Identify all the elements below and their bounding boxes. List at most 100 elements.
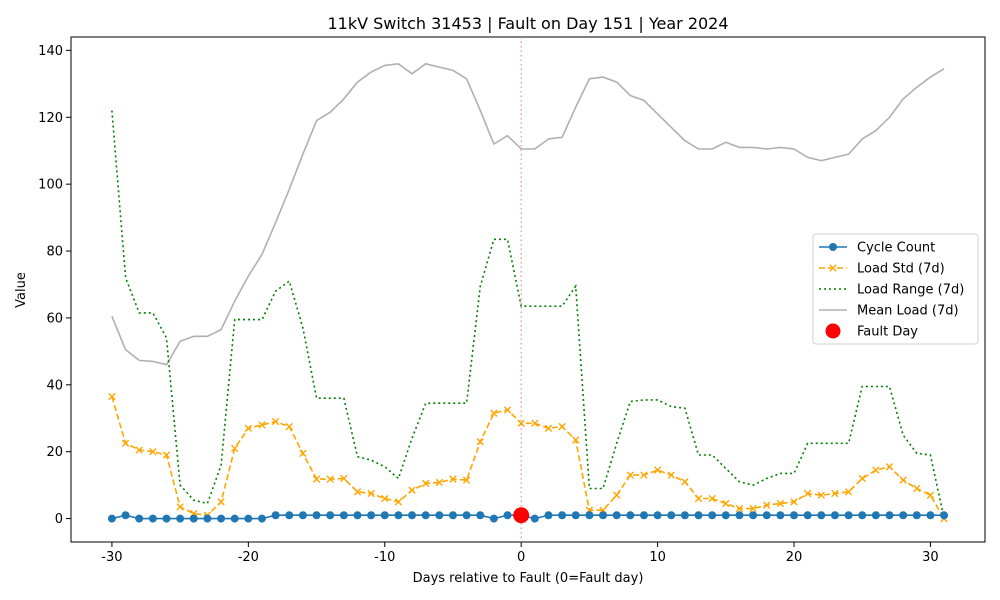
point-load-std-7d xyxy=(640,471,648,479)
point-load-std-7d xyxy=(421,479,430,488)
point-cycle-count xyxy=(435,511,444,520)
point-cycle-count xyxy=(476,511,485,520)
point-cycle-count xyxy=(940,511,949,520)
point-load-std-7d xyxy=(408,486,416,494)
x-axis-label: Days relative to Fault (0=Fault day) xyxy=(413,571,644,586)
point-load-std-7d xyxy=(244,424,253,432)
point-load-std-7d xyxy=(558,422,566,431)
point-load-std-7d xyxy=(885,463,894,471)
point-load-std-7d xyxy=(872,466,880,474)
point-cycle-count xyxy=(749,511,758,520)
x-tick-label: 20 xyxy=(786,550,803,565)
point-load-std-7d xyxy=(831,489,839,498)
point-load-std-7d xyxy=(667,471,675,479)
x-tick-label: -10 xyxy=(374,550,395,565)
point-cycle-count xyxy=(107,514,116,523)
point-cycle-count xyxy=(612,511,621,520)
y-tick-label: 140 xyxy=(38,44,63,59)
point-cycle-count xyxy=(599,511,608,520)
point-load-std-7d xyxy=(763,501,771,509)
point-cycle-count xyxy=(380,511,389,520)
series-line-load-range-7d xyxy=(111,110,945,519)
x-tick-label: -20 xyxy=(238,550,259,565)
point-cycle-count xyxy=(489,514,498,523)
point-cycle-count xyxy=(735,511,744,520)
point-cycle-count xyxy=(203,514,212,523)
point-cycle-count xyxy=(217,514,226,523)
point-load-std-7d xyxy=(531,419,539,427)
point-load-std-7d xyxy=(353,488,362,496)
legend-marker-fault-day xyxy=(825,323,841,339)
point-cycle-count xyxy=(585,511,594,520)
point-load-std-7d xyxy=(817,491,825,499)
point-cycle-count xyxy=(912,511,921,520)
point-cycle-count xyxy=(148,514,157,523)
point-load-std-7d xyxy=(681,478,689,486)
series-line-mean-load-7d xyxy=(111,62,945,366)
point-load-std-7d xyxy=(722,499,730,508)
point-load-std-7d xyxy=(626,471,635,479)
point-cycle-count xyxy=(503,511,512,520)
point-load-std-7d xyxy=(749,504,757,513)
point-cycle-count xyxy=(421,511,430,520)
point-cycle-count xyxy=(135,514,144,523)
legend-box xyxy=(812,233,979,345)
legend-marker-cycle-count xyxy=(829,243,837,251)
legend: Cycle Count Load Std (7d) Load Range (7d) M… xyxy=(812,233,979,345)
point-cycle-count xyxy=(558,511,567,520)
point-cycle-count xyxy=(530,514,539,523)
y-tick-label: 80 xyxy=(46,245,63,260)
point-load-std-7d xyxy=(913,484,921,493)
y-tick-label: 40 xyxy=(46,378,63,393)
point-cycle-count xyxy=(626,511,635,520)
point-cycle-count xyxy=(844,511,853,520)
point-cycle-count xyxy=(298,511,307,520)
point-load-std-7d xyxy=(653,466,662,474)
point-load-std-7d xyxy=(544,424,553,432)
point-cycle-count xyxy=(667,511,676,520)
point-load-std-7d xyxy=(694,494,703,503)
point-load-std-7d xyxy=(844,488,853,496)
point-load-std-7d xyxy=(176,503,184,511)
point-cycle-count xyxy=(544,511,553,520)
point-load-std-7d xyxy=(803,489,812,498)
point-load-std-7d xyxy=(572,436,580,444)
plot-layer xyxy=(107,37,949,542)
x-tick-label: 30 xyxy=(922,550,939,565)
point-cycle-count xyxy=(271,511,280,520)
point-load-std-7d xyxy=(108,392,116,401)
point-cycle-count xyxy=(121,511,130,520)
point-cycle-count xyxy=(326,511,335,520)
point-cycle-count xyxy=(339,511,348,520)
point-cycle-count xyxy=(721,511,730,520)
point-cycle-count xyxy=(653,511,662,520)
point-cycle-count xyxy=(571,511,580,520)
legend-label-cycle-count: Cycle Count xyxy=(857,241,935,256)
point-cycle-count xyxy=(639,511,648,520)
point-load-std-7d xyxy=(149,448,157,456)
y-tick-label: 100 xyxy=(38,178,63,193)
point-load-std-7d xyxy=(462,476,471,484)
y-tick-label: 20 xyxy=(46,445,63,460)
point-load-std-7d xyxy=(217,498,225,506)
fault-day-marker xyxy=(513,507,530,524)
point-load-std-7d xyxy=(926,491,935,499)
point-cycle-count xyxy=(230,514,239,523)
point-cycle-count xyxy=(244,514,253,523)
legend-label-load-std-7d: Load Std (7d) xyxy=(857,262,945,277)
legend-label-mean-load-7d: Mean Load (7d) xyxy=(857,304,959,319)
point-load-std-7d xyxy=(367,489,375,498)
y-tick-label: 120 xyxy=(38,111,63,126)
point-cycle-count xyxy=(871,511,880,520)
point-load-std-7d xyxy=(121,439,130,448)
point-load-std-7d xyxy=(776,499,785,508)
point-load-std-7d xyxy=(858,474,866,483)
point-load-std-7d xyxy=(162,451,171,459)
point-load-std-7d xyxy=(476,437,484,446)
point-cycle-count xyxy=(858,511,867,520)
point-cycle-count xyxy=(408,511,417,520)
point-load-std-7d xyxy=(299,449,307,458)
y-axis: 0 20 40 60 80 100 120 140 xyxy=(38,44,71,527)
point-load-std-7d xyxy=(435,478,444,487)
